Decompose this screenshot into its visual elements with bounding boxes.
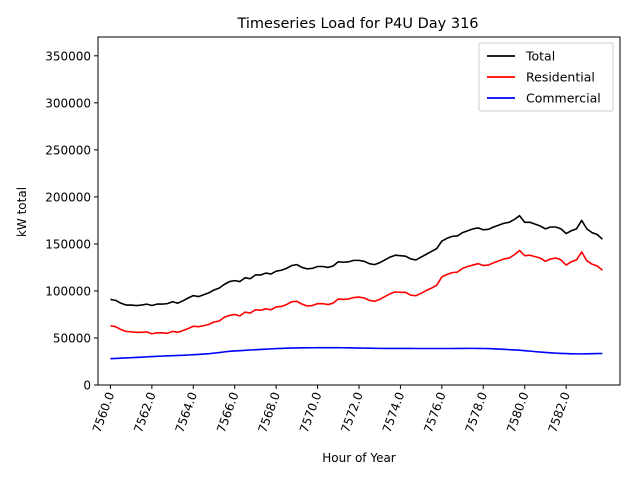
series-group: [110, 214, 603, 360]
y-tick-label: 250000: [45, 143, 91, 157]
series-line-residential: [110, 249, 603, 335]
y-tick-label: 100000: [45, 284, 91, 298]
series-line-total: [110, 214, 603, 307]
y-tick-label: 300000: [45, 96, 91, 110]
legend-box: [478, 42, 614, 112]
y-axis-label: kW total: [15, 187, 29, 237]
y-tick-label: 50000: [53, 331, 91, 345]
y-axis: 0 50000 100000 150000 200000 250000 300000 3500…: [45, 49, 98, 393]
chart-title: Timeseries Load for P4U Day 316: [236, 16, 478, 32]
plot-frame: [97, 36, 621, 386]
legend-label-residential: Residential: [526, 70, 595, 85]
y-tick-label: 0: [83, 379, 91, 393]
legend-label-commercial: Commercial: [526, 91, 601, 106]
y-tick-label: 200000: [45, 190, 91, 204]
x-axis-label: Hour of Year: [322, 451, 396, 465]
y-tick-label: 150000: [45, 237, 91, 251]
legend-label-total: Total: [525, 49, 555, 64]
y-tick-label: 350000: [45, 49, 91, 63]
series-line-commercial: [110, 346, 603, 360]
legend: Total Residential Commercial: [478, 42, 614, 112]
